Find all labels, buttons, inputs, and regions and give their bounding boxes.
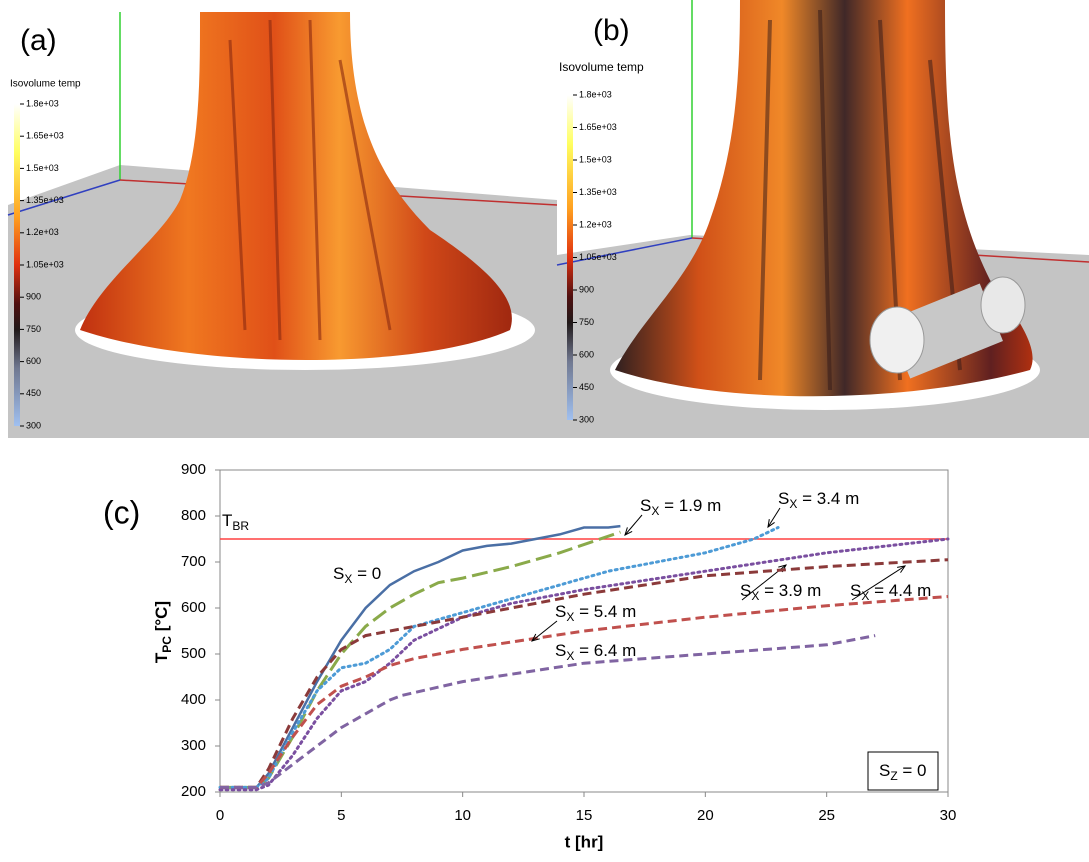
colorbar	[14, 104, 20, 426]
y-tick-label: 200	[181, 783, 206, 800]
label-part: = 3.4 m	[797, 489, 859, 508]
plot-frame	[220, 470, 948, 792]
label-part: T	[222, 511, 232, 530]
label-part: = 1.9 m	[659, 496, 721, 515]
series-line	[220, 597, 948, 788]
panel-label: (a)	[20, 24, 57, 57]
x-tick-label: 10	[454, 807, 471, 824]
label-sub: X	[789, 497, 797, 511]
y-tick-label: 500	[181, 645, 206, 662]
colorbar-tick-label: 1.05e+03	[26, 259, 64, 269]
x-tick-label: 0	[216, 807, 224, 824]
series-label: SX = 0	[333, 564, 381, 586]
label-part: = 0	[352, 564, 381, 583]
x-tick-label: 5	[337, 807, 345, 824]
threshold-label: TBR	[222, 511, 249, 533]
colorbar-tick-label: 1.35e+03	[579, 187, 617, 197]
arrow-head	[897, 566, 905, 573]
y-tick-label: 700	[181, 553, 206, 570]
y-tick-label: 400	[181, 691, 206, 708]
colorbar-tick-label: 900	[26, 292, 41, 302]
x-tick-label: 20	[697, 807, 714, 824]
label-part: S	[333, 564, 344, 583]
colorbar-tick-label: 300	[579, 414, 594, 424]
label-sub: X	[566, 649, 574, 663]
colorbar-tick-label: 450	[579, 382, 594, 392]
series-line	[220, 528, 778, 788]
colorbar-tick-label: 1.8e+03	[579, 89, 612, 99]
y-tick-label: 600	[181, 599, 206, 616]
series-line	[220, 560, 948, 788]
series-line	[220, 636, 875, 788]
colorbar-tick-label: 900	[579, 284, 594, 294]
arrow	[625, 515, 642, 535]
y-tick-label: 900	[181, 461, 206, 478]
y-axis-label: TPC [°C]	[152, 601, 174, 663]
colorbar-tick-label: 1.35e+03	[26, 195, 64, 205]
colorbar-tick-label: 600	[579, 349, 594, 359]
x-axis-label: t [hr]	[565, 832, 604, 851]
label-part: S	[778, 489, 789, 508]
colorbar-tick-label: 1.2e+03	[26, 227, 59, 237]
x-tick-label: 15	[576, 807, 593, 824]
figure: (a) (b) Isovolume temp Isovolume temp (c…	[0, 0, 1089, 857]
colorbar-tick-label: 450	[26, 388, 41, 398]
series-label: SX = 3.4 m	[778, 489, 859, 511]
label-part: = 6.4 m	[574, 641, 636, 660]
series-label: SX = 1.9 m	[640, 496, 721, 518]
colorbar-tick-label: 1.05e+03	[579, 252, 617, 262]
panel-label: (c)	[103, 494, 140, 530]
label-part: S	[640, 496, 651, 515]
colorbar-title: Isovolume temp	[559, 60, 644, 74]
colorbar-tick-label: 1.2e+03	[579, 219, 612, 229]
label-sub: X	[651, 504, 659, 518]
panel-a-scene	[8, 12, 557, 438]
x-tick-label: 30	[940, 807, 957, 824]
colorbar-tick-label: 1.5e+03	[579, 154, 612, 164]
colorbar-tick-label: 750	[579, 317, 594, 327]
annotation: SZ = 0	[879, 761, 927, 783]
colorbar-tick-label: 1.5e+03	[26, 163, 59, 173]
colorbar-tick-label: 300	[26, 420, 41, 430]
label-part: = 5.4 m	[574, 602, 636, 621]
y-tick-label: 300	[181, 737, 206, 754]
arrow	[768, 508, 780, 527]
label-part: S	[555, 641, 566, 660]
label-part: = 3.9 m	[759, 581, 821, 600]
colorbar-tick-label: 750	[26, 324, 41, 334]
colorbar-tick-label: 1.8e+03	[26, 98, 59, 108]
series-label: SX = 6.4 m	[555, 641, 636, 663]
y-tick-label: 800	[181, 507, 206, 524]
x-tick-label: 25	[818, 807, 835, 824]
colorbar-title: Isovolume temp	[10, 79, 81, 90]
colorbar	[567, 95, 573, 420]
colorbar-tick-label: 1.65e+03	[26, 131, 64, 141]
label-sub: BR	[232, 519, 249, 533]
arrow-head	[768, 519, 775, 527]
label-sub: X	[566, 610, 574, 624]
colorbar-tick-label: 600	[26, 356, 41, 366]
series-label: SX = 5.4 m	[555, 602, 636, 624]
panel-label: (b)	[593, 14, 630, 47]
label-part: S	[555, 602, 566, 621]
label-sub: X	[344, 572, 352, 586]
colorbar-tick-label: 1.65e+03	[579, 122, 617, 132]
